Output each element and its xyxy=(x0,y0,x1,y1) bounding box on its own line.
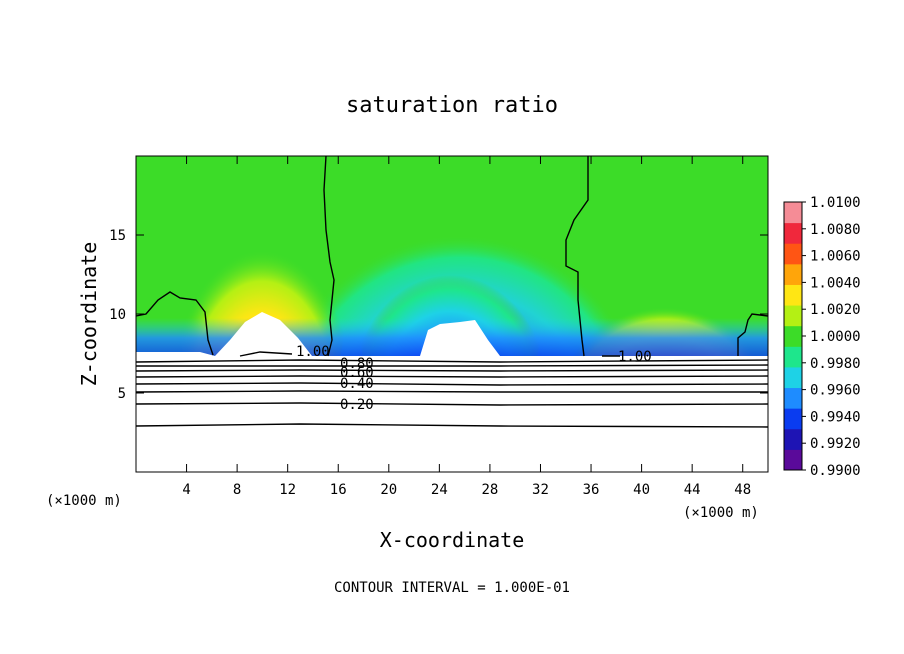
colorbar-swatch xyxy=(784,325,802,347)
contour-band-6 xyxy=(135,390,768,393)
colorbar-label: 1.0060 xyxy=(810,249,861,265)
contour-100-upper xyxy=(323,155,335,357)
x-tick-label: 16 xyxy=(330,482,347,498)
plot-area: 1.00 0.80 0.60 0.40 0.20 1.00 4 8 12 16 20 24… xyxy=(109,155,769,498)
contour-band-7 xyxy=(135,402,769,406)
contour-labels: 1.00 0.80 0.60 0.40 0.20 1.00 xyxy=(296,344,652,413)
x-axis-label: X-coordinate xyxy=(380,528,525,552)
contour-band-1 xyxy=(135,359,769,363)
contour-interval-note: CONTOUR INTERVAL = 1.000E-01 xyxy=(334,580,570,596)
colorbar-label: 0.9940 xyxy=(810,409,861,425)
x-axis-ticks: 4 8 12 16 20 24 28 32 36 40 44 48 xyxy=(182,156,751,498)
y-tick-label: 15 xyxy=(109,228,126,244)
y-axis-ticks: 5 10 15 xyxy=(109,228,768,402)
contour-label: 0.20 xyxy=(340,397,374,413)
x-unit-left: (×1000 m) xyxy=(46,493,122,509)
colorbar-label: 0.9960 xyxy=(810,383,861,399)
x-tick-label: 44 xyxy=(684,482,701,498)
x-tick-label: 36 xyxy=(583,482,600,498)
colorbar-label: 1.0040 xyxy=(810,275,861,291)
colorbar-swatch xyxy=(784,202,802,224)
y-tick-label: 10 xyxy=(109,307,126,323)
x-tick-label: 8 xyxy=(233,482,241,498)
colorbar-label: 0.9920 xyxy=(810,436,861,452)
colorbar-swatch xyxy=(784,263,802,285)
colorbar-swatch xyxy=(784,243,802,265)
y-axis-label: Z-coordinate xyxy=(77,242,101,387)
contour-band-8 xyxy=(135,423,769,428)
x-tick-label: 24 xyxy=(431,482,448,498)
contour-100-right xyxy=(565,156,589,357)
colorbar-label: 1.0100 xyxy=(810,195,861,211)
contour-label: 0.40 xyxy=(340,376,374,392)
colorbar-swatch xyxy=(784,346,802,368)
colorbar-label: 1.0000 xyxy=(810,329,861,345)
contour-label: 0.80 xyxy=(340,356,374,372)
contour-band-5 xyxy=(135,382,769,386)
x-tick-label: 12 xyxy=(279,482,296,498)
colorbar-swatch xyxy=(784,366,802,389)
x-tick-label: 32 xyxy=(532,482,549,498)
colorbar-swatch xyxy=(784,284,802,306)
colorbar-swatch xyxy=(784,449,802,471)
colorbar-swatch xyxy=(784,305,802,327)
x-tick-label: 40 xyxy=(633,482,650,498)
x-tick-label: 48 xyxy=(734,482,751,498)
colorbar-swatch xyxy=(784,222,802,244)
x-tick-label: 20 xyxy=(380,482,397,498)
colorbar-label: 0.9900 xyxy=(810,463,861,479)
contour-100-left xyxy=(135,291,214,356)
colorbar-swatch xyxy=(784,408,802,430)
chart-title: saturation ratio xyxy=(346,93,558,118)
contour-band-3 xyxy=(135,369,769,372)
x-tick-label: 28 xyxy=(481,482,498,498)
colorbar-label: 0.9980 xyxy=(810,356,861,372)
colorbar-swatch xyxy=(784,428,802,450)
contour-100-far-right xyxy=(737,313,769,356)
colorbar: 0.9900 0.9920 0.9940 0.9960 0.9980 1.0000 1.00… xyxy=(783,195,861,479)
colorbar-swatch xyxy=(784,387,802,409)
contour-band-4 xyxy=(135,375,769,378)
contour-label: 1.00 xyxy=(618,349,652,365)
x-unit-right: (×1000 m) xyxy=(683,505,759,521)
x-tick-label: 4 xyxy=(182,482,190,498)
contour-band-2 xyxy=(136,364,769,367)
colorbar-label: 1.0080 xyxy=(810,222,861,238)
contour-label: 1.00 xyxy=(296,344,330,360)
contour-100-mid xyxy=(239,351,293,357)
colorbar-label: 1.0020 xyxy=(810,302,861,318)
contour-lines xyxy=(135,155,769,428)
contour-label: 0.60 xyxy=(340,365,374,381)
y-tick-label: 5 xyxy=(118,386,126,402)
